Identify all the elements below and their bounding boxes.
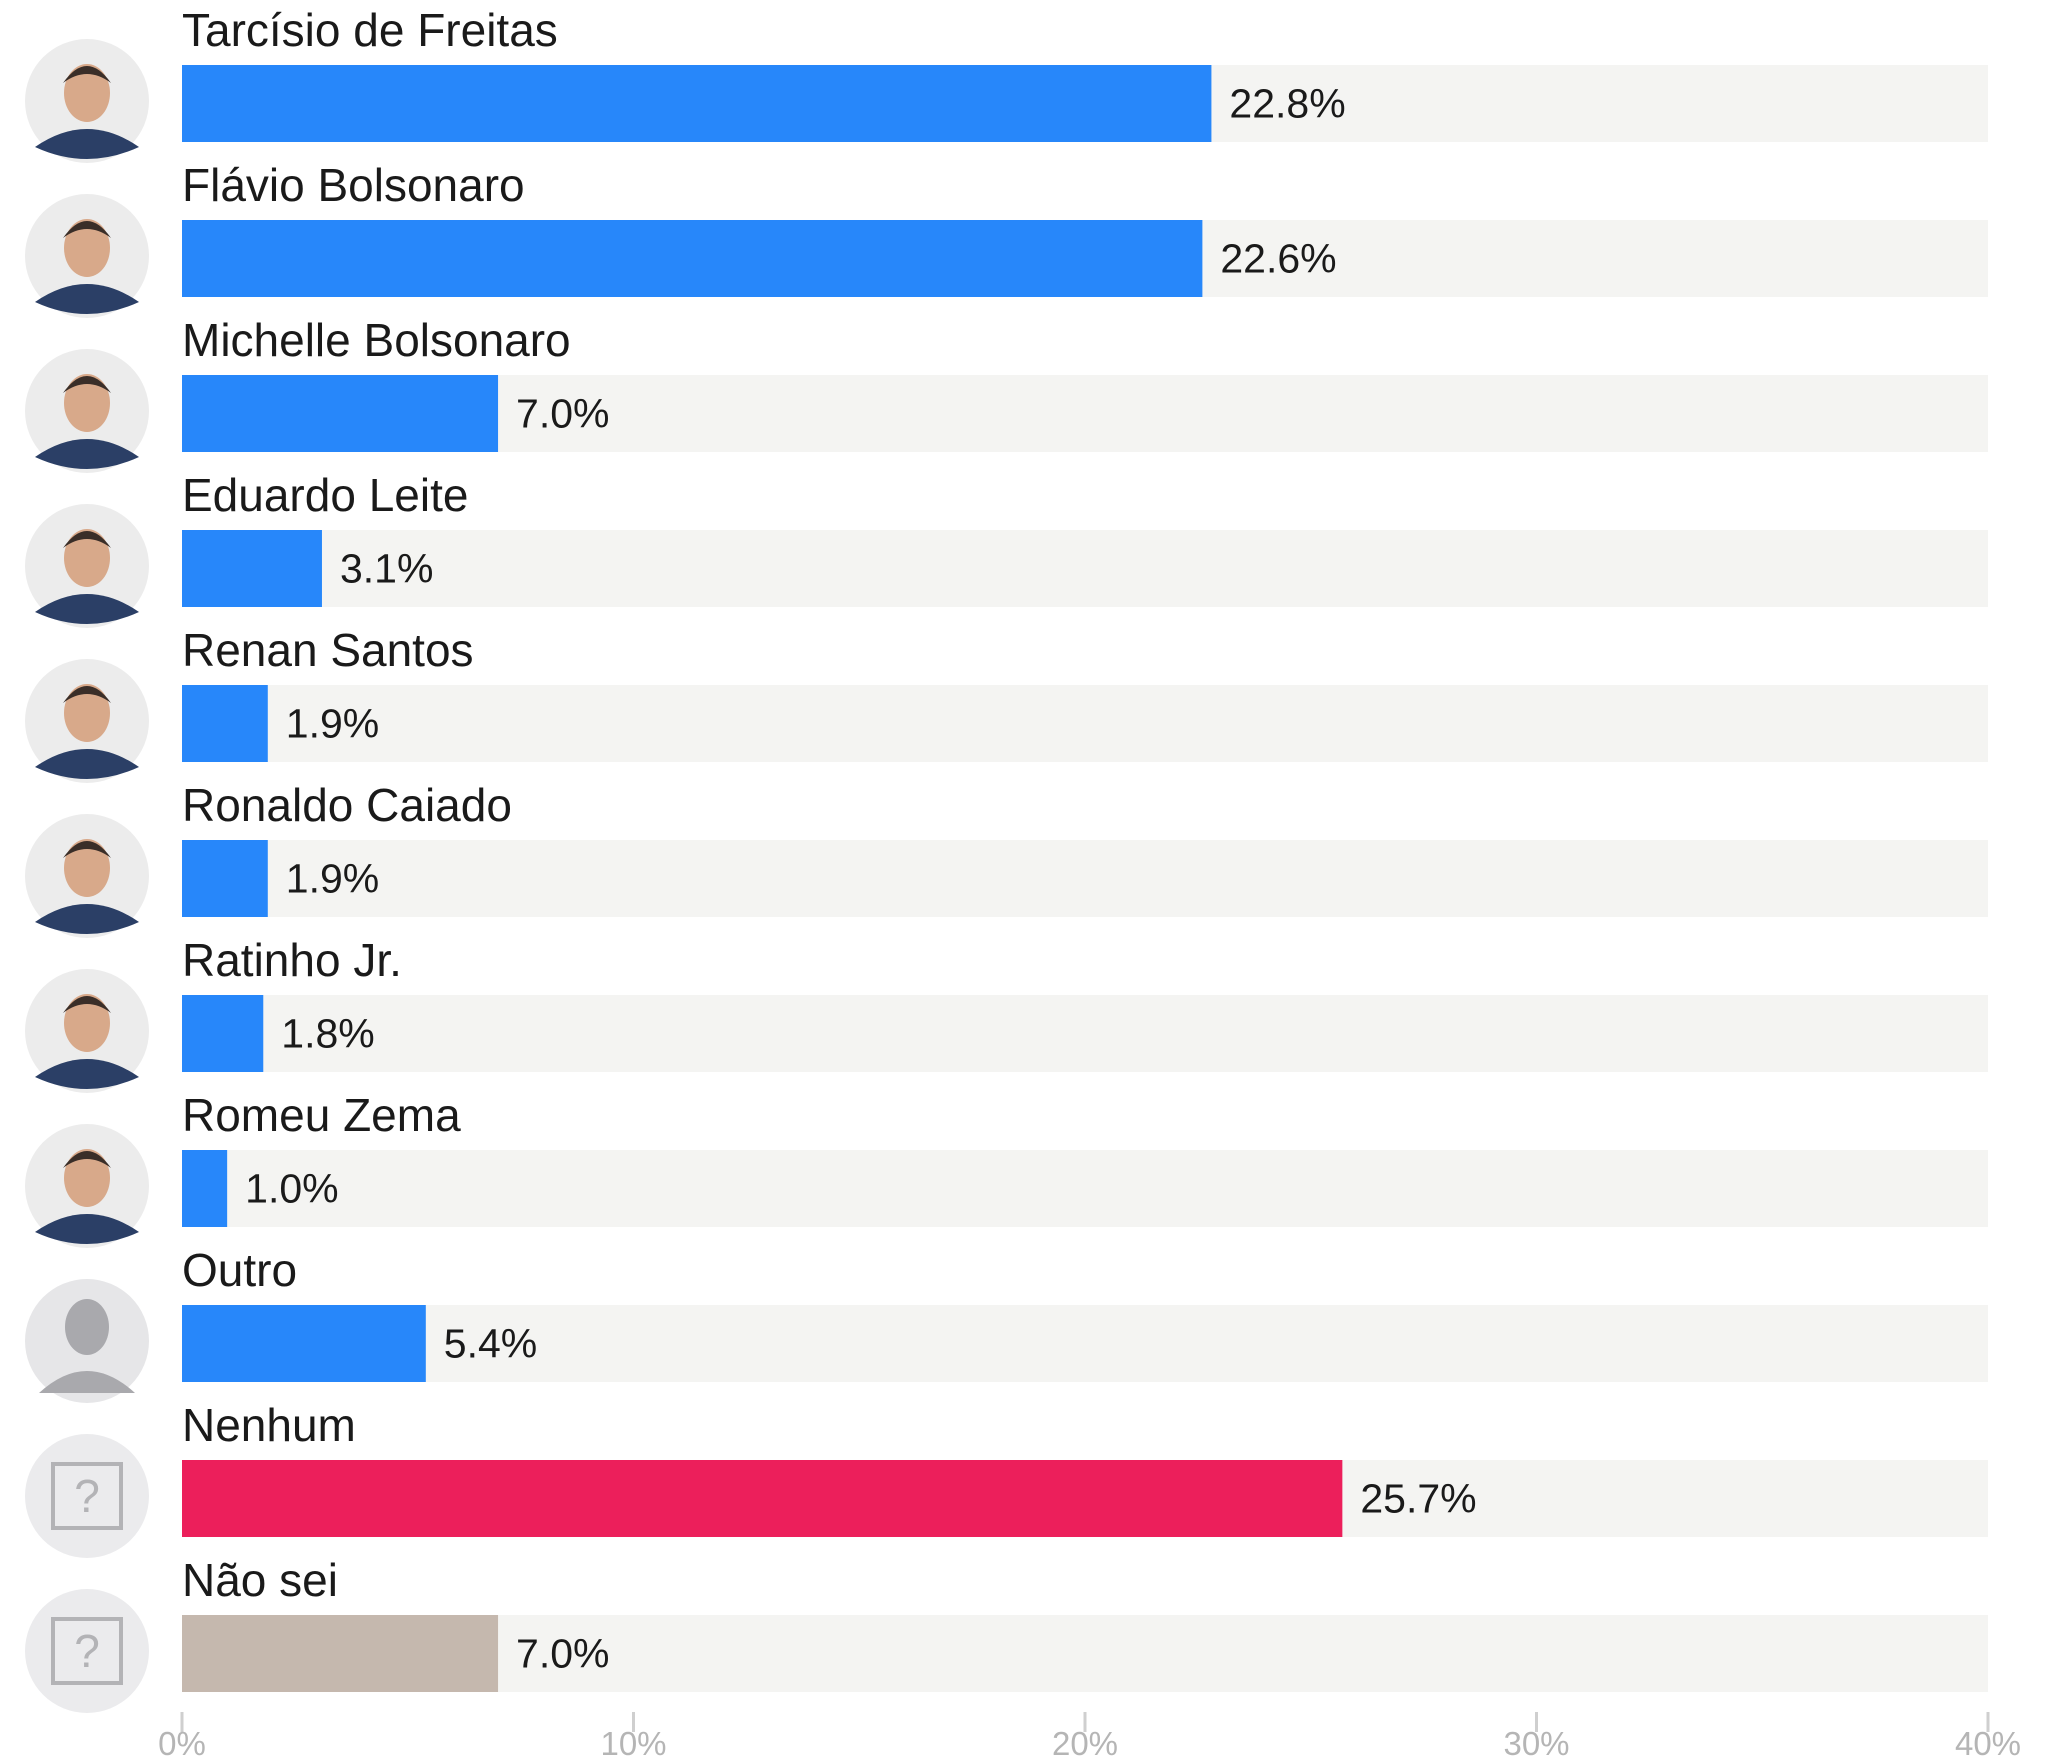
avatar-hair-icon (63, 531, 111, 548)
avatar-body-icon (35, 594, 139, 624)
bar (182, 1150, 228, 1227)
avatar-body-icon (35, 129, 139, 159)
category-label: Não sei (182, 1554, 338, 1606)
bar (182, 530, 322, 607)
avatar-hair-icon (63, 686, 111, 703)
question-box-icon (51, 1462, 123, 1530)
chart-row: Ratinho Jr. 1.8% (25, 934, 1988, 1093)
bar-track (182, 1305, 1988, 1382)
avatar-face-icon (64, 994, 110, 1052)
avatar-face-icon (64, 374, 110, 432)
avatar-hair-icon (63, 996, 111, 1013)
question-mark-icon: ? (74, 1470, 100, 1522)
chart-row: Tarcísio de Freitas 22.8% (25, 4, 1988, 163)
person-shoulders-icon (39, 1371, 135, 1393)
value-label: 1.8% (281, 1011, 374, 1057)
avatar: ? (25, 1589, 149, 1713)
avatar-face-icon (64, 1149, 110, 1207)
value-label: 22.8% (1229, 81, 1345, 127)
x-axis: 0% 10% 20% 30% 40% (158, 1712, 2021, 1762)
value-label: 3.1% (340, 546, 433, 592)
avatar-hair-icon (63, 841, 111, 858)
question-box-icon (51, 1617, 123, 1685)
avatar (25, 1279, 149, 1403)
chart-row: ? Nenhum 25.7% (25, 1399, 1988, 1558)
value-label: 25.7% (1360, 1476, 1476, 1522)
category-label: Outro (182, 1244, 297, 1296)
avatar (25, 969, 149, 1093)
avatar-face-icon (64, 64, 110, 122)
person-silhouette-icon (65, 1299, 109, 1355)
value-label: 1.0% (245, 1166, 338, 1212)
chart-row: Flávio Bolsonaro 22.6% (25, 159, 1988, 318)
value-label: 7.0% (516, 1631, 609, 1677)
x-tick-label: 20% (1052, 1725, 1118, 1762)
bar-track (182, 685, 1988, 762)
avatar: ? (25, 1434, 149, 1558)
avatar-body-icon (35, 1214, 139, 1244)
value-label: 1.9% (286, 856, 379, 902)
avatar-body-icon (35, 284, 139, 314)
avatar (25, 194, 149, 318)
bar-track (182, 530, 1988, 607)
value-label: 1.9% (286, 701, 379, 747)
x-tick-label: 40% (1955, 1725, 2021, 1762)
category-label: Ronaldo Caiado (182, 779, 512, 831)
chart-rows: Tarcísio de Freitas 22.8% Flávio Bolsonaro… (25, 4, 1988, 1713)
bar (182, 685, 268, 762)
chart-row: ? Não sei 7.0% (25, 1554, 1988, 1713)
category-label: Renan Santos (182, 624, 474, 676)
x-tick-label: 10% (600, 1725, 666, 1762)
avatar (25, 349, 149, 473)
question-mark-icon: ? (74, 1625, 100, 1677)
bar (182, 840, 268, 917)
avatar (25, 814, 149, 938)
chart-row: Ronaldo Caiado 1.9% (25, 779, 1988, 938)
bar (182, 1305, 426, 1382)
bar (182, 375, 499, 452)
bar-track (182, 995, 1988, 1072)
avatar-hair-icon (63, 376, 111, 393)
avatar-face-icon (64, 529, 110, 587)
value-label: 5.4% (444, 1321, 537, 1367)
category-label: Eduardo Leite (182, 469, 468, 521)
category-label: Ratinho Jr. (182, 934, 402, 986)
avatar-body-icon (35, 749, 139, 779)
avatar-face-icon (64, 839, 110, 897)
bar-track (182, 840, 1988, 917)
chart-row: Romeu Zema 1.0% (25, 1089, 1988, 1248)
avatar-body-icon (35, 439, 139, 469)
avatar-hair-icon (63, 1151, 111, 1168)
avatar-body-icon (35, 1059, 139, 1089)
avatar (25, 504, 149, 628)
bar (182, 65, 1212, 142)
avatar-face-icon (64, 684, 110, 742)
avatar (25, 659, 149, 783)
bar-track (182, 1150, 1988, 1227)
category-label: Michelle Bolsonaro (182, 314, 571, 366)
category-label: Romeu Zema (182, 1089, 461, 1141)
value-label: 22.6% (1220, 236, 1336, 282)
avatar-face-icon (64, 219, 110, 277)
avatar (25, 1124, 149, 1248)
x-tick-label: 0% (158, 1725, 206, 1762)
chart-row: Outro 5.4% (25, 1244, 1988, 1403)
avatar-body-icon (35, 904, 139, 934)
x-tick-label: 30% (1503, 1725, 1569, 1762)
category-label: Tarcísio de Freitas (182, 4, 558, 56)
avatar (25, 39, 149, 163)
chart-row: Eduardo Leite 3.1% (25, 469, 1988, 628)
value-label: 7.0% (516, 391, 609, 437)
bar (182, 220, 1203, 297)
bar (182, 1615, 499, 1692)
avatar-hair-icon (63, 221, 111, 238)
avatar-hair-icon (63, 66, 111, 83)
category-label: Nenhum (182, 1399, 356, 1451)
bar (182, 1460, 1343, 1537)
category-label: Flávio Bolsonaro (182, 159, 525, 211)
bar (182, 995, 264, 1072)
chart-row: Michelle Bolsonaro 7.0% (25, 314, 1988, 473)
chart-row: Renan Santos 1.9% (25, 624, 1988, 783)
